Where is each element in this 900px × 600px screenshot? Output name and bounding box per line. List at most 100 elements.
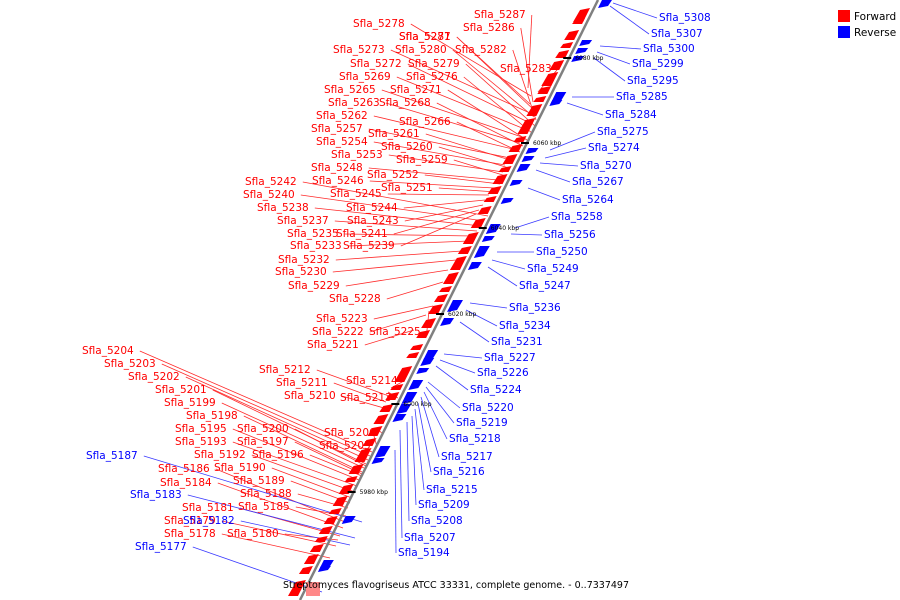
- gene-label-sfla-5264[interactable]: Sfla_5264: [562, 194, 614, 206]
- gene-label-sfla-5278[interactable]: Sfla_5278: [353, 18, 405, 30]
- gene-label-sfla-5179[interactable]: Sfla_5179: [164, 515, 216, 527]
- gene-label-sfla-5198[interactable]: Sfla_5198: [186, 410, 238, 422]
- gene-label-sfla-5299[interactable]: Sfla_5299: [632, 58, 684, 70]
- gene-label-sfla-5265[interactable]: Sfla_5265: [324, 84, 376, 96]
- gene-label-sfla-5187[interactable]: Sfla_5187: [86, 450, 138, 462]
- gene-label-sfla-5244[interactable]: Sfla_5244: [346, 202, 398, 214]
- gene-label-sfla-5283[interactable]: Sfla_5283: [500, 63, 552, 75]
- gene-label-sfla-5177[interactable]: Sfla_5177: [135, 541, 187, 553]
- gene-label-sfla-5250[interactable]: Sfla_5250: [536, 246, 588, 258]
- gene-label-sfla-5251[interactable]: Sfla_5251: [381, 182, 433, 194]
- gene-label-sfla-5194[interactable]: Sfla_5194: [398, 547, 450, 559]
- gene-label-sfla-5262[interactable]: Sfla_5262: [316, 110, 368, 122]
- gene-label-sfla-5261[interactable]: Sfla_5261: [368, 128, 420, 140]
- gene-label-sfla-5201[interactable]: Sfla_5201: [155, 384, 207, 396]
- gene-label-sfla-5227[interactable]: Sfla_5227: [484, 352, 536, 364]
- gene-label-sfla-5276[interactable]: Sfla_5276: [406, 71, 458, 83]
- gene-label-sfla-5285[interactable]: Sfla_5285: [616, 91, 668, 103]
- gene-label-sfla-5207[interactable]: Sfla_5207: [404, 532, 456, 544]
- gene-label-sfla-5282[interactable]: Sfla_5282: [455, 44, 507, 56]
- gene-label-sfla-5286[interactable]: Sfla_5286: [463, 22, 515, 34]
- gene-label-sfla-5214[interactable]: Sfla_5214: [346, 375, 398, 387]
- gene-label-sfla-5222[interactable]: Sfla_5222: [312, 326, 364, 338]
- gene-label-sfla-5199[interactable]: Sfla_5199: [164, 397, 216, 409]
- gene-label-sfla-5225[interactable]: Sfla_5225: [369, 326, 421, 338]
- gene-label-sfla-5229[interactable]: Sfla_5229: [288, 280, 340, 292]
- gene-label-sfla-5224[interactable]: Sfla_5224: [470, 384, 522, 396]
- gene-label-sfla-5260[interactable]: Sfla_5260: [381, 141, 433, 153]
- gene-label-sfla-5275[interactable]: Sfla_5275: [597, 126, 649, 138]
- gene-label-sfla-5257[interactable]: Sfla_5257: [311, 123, 363, 135]
- gene-label-sfla-5195[interactable]: Sfla_5195: [175, 423, 227, 435]
- gene-label-sfla-5252[interactable]: Sfla_5252: [367, 169, 419, 181]
- gene-label-sfla-5190[interactable]: Sfla_5190: [214, 462, 266, 474]
- gene-label-sfla-5242[interactable]: Sfla_5242: [245, 176, 297, 188]
- gene-label-sfla-5188[interactable]: Sfla_5188: [240, 488, 292, 500]
- gene-label-sfla-5178[interactable]: Sfla_5178: [164, 528, 216, 540]
- gene-label-sfla-5209[interactable]: Sfla_5209: [418, 499, 470, 511]
- gene-label-sfla-5248[interactable]: Sfla_5248: [311, 162, 363, 174]
- gene-label-sfla-5253[interactable]: Sfla_5253: [331, 149, 383, 161]
- gene-label-sfla-5202[interactable]: Sfla_5202: [128, 371, 180, 383]
- gene-label-sfla-5281[interactable]: Sfla_5281: [399, 31, 451, 43]
- gene-label-sfla-5206[interactable]: Sfla_5206: [324, 427, 376, 439]
- gene-label-sfla-5240[interactable]: Sfla_5240: [243, 189, 295, 201]
- gene-label-sfla-5249[interactable]: Sfla_5249: [527, 263, 579, 275]
- gene-label-sfla-5192[interactable]: Sfla_5192: [194, 449, 246, 461]
- gene-label-sfla-5211[interactable]: Sfla_5211: [276, 377, 328, 389]
- gene-label-sfla-5254[interactable]: Sfla_5254: [316, 136, 368, 148]
- gene-label-sfla-5263[interactable]: Sfla_5263: [328, 97, 380, 109]
- gene-label-sfla-5272[interactable]: Sfla_5272: [350, 58, 402, 70]
- gene-label-sfla-5219[interactable]: Sfla_5219: [456, 417, 508, 429]
- gene-label-sfla-5256[interactable]: Sfla_5256: [544, 229, 596, 241]
- gene-label-sfla-5307[interactable]: Sfla_5307: [651, 28, 703, 40]
- gene-label-sfla-5186[interactable]: Sfla_5186: [158, 463, 210, 475]
- gene-label-sfla-5269[interactable]: Sfla_5269: [339, 71, 391, 83]
- gene-label-sfla-5247[interactable]: Sfla_5247: [519, 280, 571, 292]
- gene-label-sfla-5295[interactable]: Sfla_5295: [627, 75, 679, 87]
- gene-label-sfla-5197[interactable]: Sfla_5197: [237, 436, 289, 448]
- gene-label-sfla-5216[interactable]: Sfla_5216: [433, 466, 485, 478]
- gene-label-sfla-5220[interactable]: Sfla_5220: [462, 402, 514, 414]
- gene-label-sfla-5287[interactable]: Sfla_5287: [474, 9, 526, 21]
- gene-label-sfla-5181[interactable]: Sfla_5181: [182, 502, 234, 514]
- gene-label-sfla-5300[interactable]: Sfla_5300: [643, 43, 695, 55]
- gene-label-sfla-5243[interactable]: Sfla_5243: [347, 215, 399, 227]
- gene-label-sfla-5258[interactable]: Sfla_5258: [551, 211, 603, 223]
- gene-label-sfla-5203[interactable]: Sfla_5203: [104, 358, 156, 370]
- gene-label-sfla-5180[interactable]: Sfla_5180: [227, 528, 279, 540]
- gene-label-sfla-5236[interactable]: Sfla_5236: [509, 302, 561, 314]
- gene-label-sfla-5184[interactable]: Sfla_5184: [160, 477, 212, 489]
- gene-label-sfla-5266[interactable]: Sfla_5266: [399, 116, 451, 128]
- gene-label-sfla-5246[interactable]: Sfla_5246: [312, 175, 364, 187]
- gene-label-sfla-5280[interactable]: Sfla_5280: [395, 44, 447, 56]
- gene-label-sfla-5230[interactable]: Sfla_5230: [275, 266, 327, 278]
- gene-label-sfla-5185[interactable]: Sfla_5185: [238, 501, 290, 513]
- gene-label-sfla-5274[interactable]: Sfla_5274: [588, 142, 640, 154]
- gene-label-sfla-5277[interactable]: Sfla_5277: [399, 31, 451, 43]
- gene-label-sfla-5232[interactable]: Sfla_5232: [278, 254, 330, 266]
- gene-label-sfla-5233[interactable]: Sfla_5233: [290, 240, 342, 252]
- gene-label-sfla-5200[interactable]: Sfla_5200: [237, 423, 289, 435]
- gene-label-sfla-5270[interactable]: Sfla_5270: [580, 160, 632, 172]
- gene-label-sfla-5267[interactable]: Sfla_5267: [572, 176, 624, 188]
- gene-label-sfla-5308[interactable]: Sfla_5308: [659, 12, 711, 24]
- gene-label-sfla-5239[interactable]: Sfla_5239: [343, 240, 395, 252]
- gene-label-sfla-5279[interactable]: Sfla_5279: [408, 58, 460, 70]
- gene-label-sfla-5245[interactable]: Sfla_5245: [330, 188, 382, 200]
- gene-label-sfla-5213[interactable]: Sfla_5213: [340, 392, 392, 404]
- gene-label-sfla-5259[interactable]: Sfla_5259: [396, 154, 448, 166]
- gene-label-sfla-5212[interactable]: Sfla_5212: [259, 364, 311, 376]
- gene-label-sfla-5215[interactable]: Sfla_5215: [426, 484, 478, 496]
- gene-label-sfla-5193[interactable]: Sfla_5193: [175, 436, 227, 448]
- gene-label-sfla-5226[interactable]: Sfla_5226: [477, 367, 529, 379]
- gene-label-sfla-5271[interactable]: Sfla_5271: [390, 84, 442, 96]
- gene-label-sfla-5205[interactable]: Sfla_5205: [319, 440, 371, 452]
- gene-label-sfla-5189[interactable]: Sfla_5189: [233, 475, 285, 487]
- gene-label-sfla-5273[interactable]: Sfla_5273: [333, 44, 385, 56]
- gene-label-sfla-5237[interactable]: Sfla_5237: [277, 215, 329, 227]
- gene-label-sfla-5217[interactable]: Sfla_5217: [441, 451, 493, 463]
- gene-label-sfla-5183[interactable]: Sfla_5183: [130, 489, 182, 501]
- gene-label-sfla-5210[interactable]: Sfla_5210: [284, 390, 336, 402]
- gene-label-sfla-5221[interactable]: Sfla_5221: [307, 339, 359, 351]
